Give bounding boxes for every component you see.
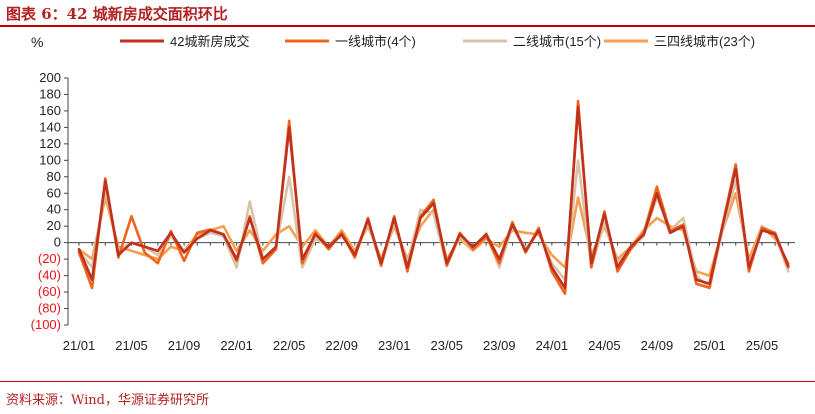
x-tick-label: 21/01 — [63, 338, 96, 353]
x-tick-label: 25/05 — [746, 338, 779, 353]
legend-item-4: 三四线城市(23个) — [604, 34, 755, 49]
y-tick-label: (100) — [31, 317, 61, 332]
y-tick-label: 200 — [39, 70, 61, 85]
y-tick-label: 140 — [39, 119, 61, 134]
legend-item-2: 一线城市(4个) — [285, 34, 416, 49]
y-tick-label: 100 — [39, 152, 61, 167]
y-tick-label: 160 — [39, 103, 61, 118]
y-tick-label: 40 — [47, 202, 61, 217]
legend-label: 42城新房成交 — [170, 34, 249, 49]
series-layer — [77, 99, 790, 295]
x-tick-label: 21/05 — [115, 338, 148, 353]
x-tick-label: 22/01 — [220, 338, 253, 353]
y-tick-label: 60 — [47, 185, 61, 200]
legend-label: 一线城市(4个) — [335, 34, 416, 49]
x-axis: 21/01 21/05 21/09 22/01 22/05 22/09 23/01 23/05… — [63, 242, 795, 353]
x-tick-label: 22/05 — [273, 338, 306, 353]
x-tick-label: 24/01 — [536, 338, 569, 353]
y-tick-label: 180 — [39, 86, 61, 101]
x-tick-label: 23/09 — [483, 338, 516, 353]
legend-label: 二线城市(15个) — [513, 34, 601, 49]
y-tick-label: (40) — [38, 268, 61, 283]
y-tick-label: (80) — [38, 301, 61, 316]
y-tick-label: (20) — [38, 251, 61, 266]
x-tick-label: 24/09 — [641, 338, 674, 353]
figure-header: 图表 6：42 城新房成交面积环比 — [0, 0, 815, 27]
legend-item-3: 二线城市(15个) — [463, 34, 601, 49]
x-tick-label: 25/01 — [693, 338, 726, 353]
line-chart: 42城新房成交 一线城市(4个) 二线城市(15个) 三四线城市(23个) % (10… — [31, 34, 795, 353]
y-tick-label: 80 — [47, 169, 61, 184]
series-line-2 — [77, 99, 790, 295]
y-tick-label: (60) — [38, 284, 61, 299]
legend-label: 三四线城市(23个) — [654, 34, 755, 49]
title-rule — [0, 25, 815, 27]
y-tick-label: 20 — [47, 218, 61, 233]
source-note: 资料来源：Wind，华源证券研究所 — [6, 393, 209, 408]
y-axis: (100)(80)(60)(40)(20)0204060801001201401… — [31, 70, 69, 332]
figure-title: 图表 6：42 城新房成交面积环比 — [6, 5, 228, 23]
legend-item-1: 42城新房成交 — [120, 34, 249, 49]
series-line-1 — [77, 105, 790, 290]
bottom-rule — [0, 381, 815, 382]
x-tick-label: 24/05 — [588, 338, 621, 353]
y-tick-label: 0 — [54, 235, 61, 250]
x-tick-label: 23/01 — [378, 338, 411, 353]
x-tick-label: 23/05 — [430, 338, 463, 353]
y-axis-label: % — [31, 34, 43, 50]
x-tick-label: 21/09 — [168, 338, 201, 353]
y-tick-label: 120 — [39, 136, 61, 151]
x-tick-label: 22/09 — [325, 338, 358, 353]
chart-legend: 42城新房成交 一线城市(4个) 二线城市(15个) 三四线城市(23个) — [120, 34, 755, 49]
